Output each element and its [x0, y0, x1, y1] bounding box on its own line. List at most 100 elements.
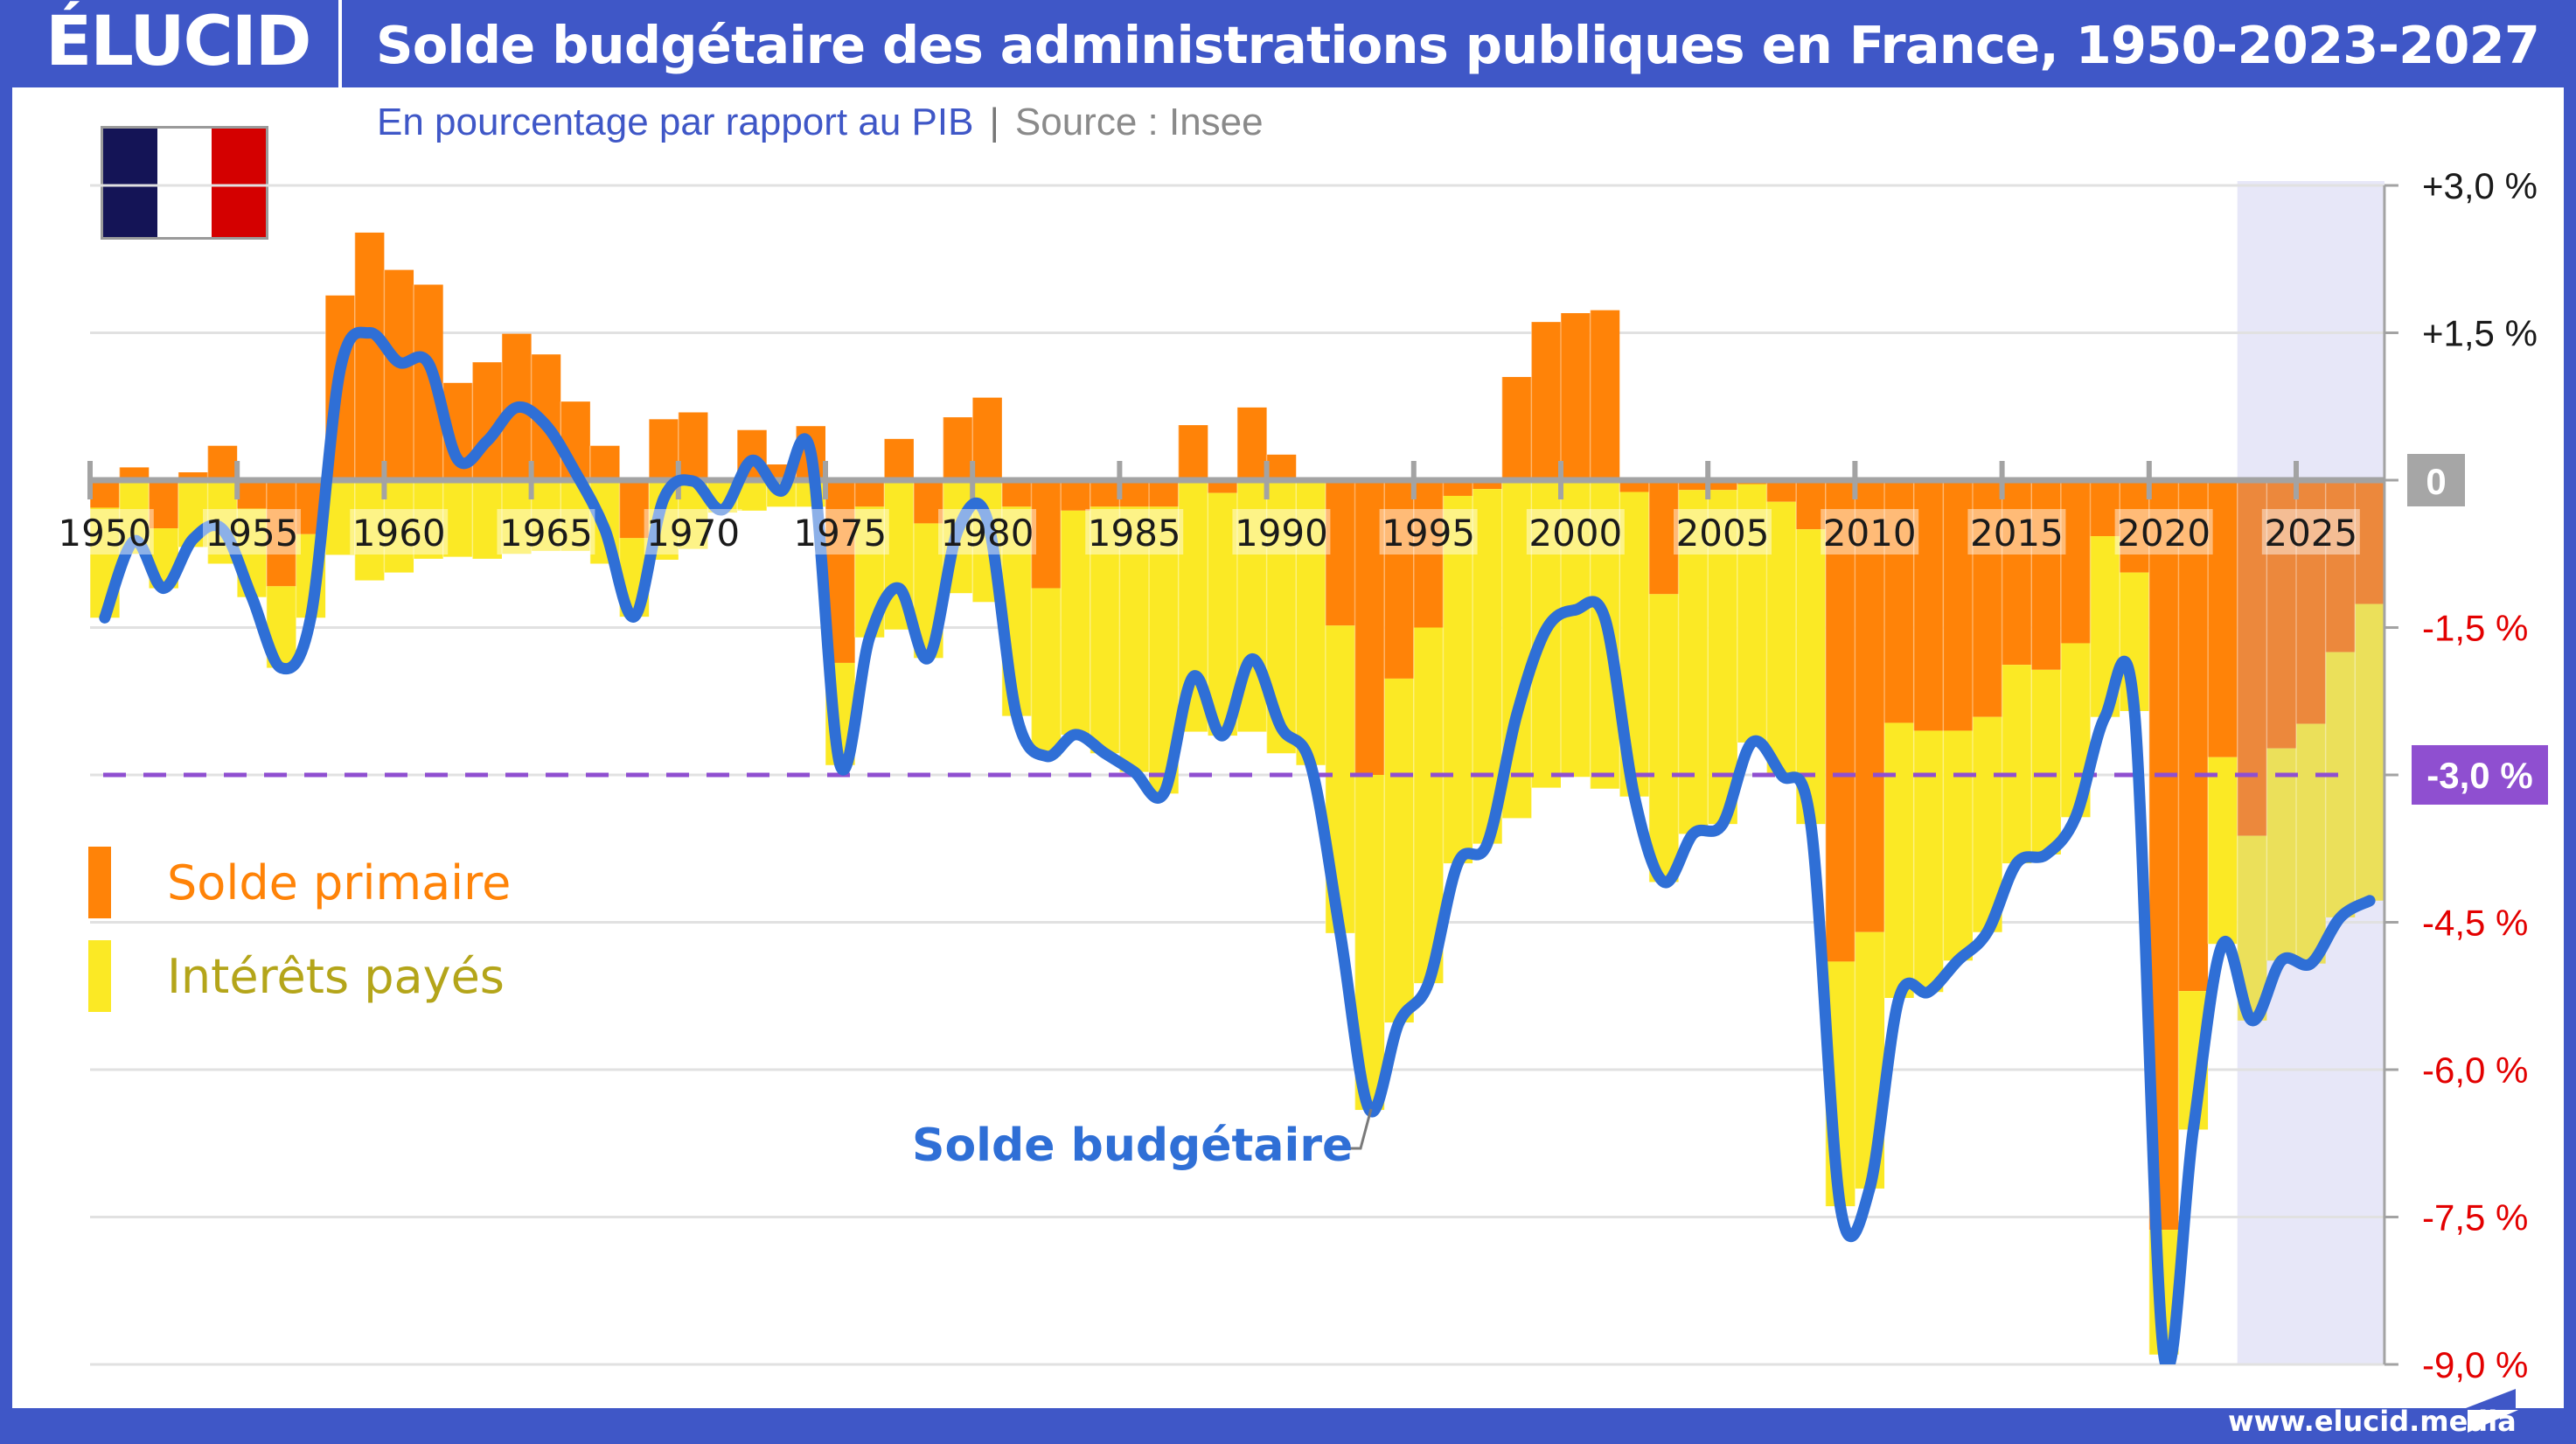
bar-solde-primaire [1531, 322, 1561, 480]
flag-stripe-blue [103, 129, 157, 237]
bar-interets-payes [501, 480, 532, 555]
bar-solde-primaire [1972, 480, 2002, 717]
bar-solde-primaire [119, 467, 150, 480]
y-tick-label: -9,0 % [2422, 1344, 2528, 1385]
bar-solde-primaire [2060, 480, 2091, 644]
bar-solde-primaire [884, 438, 914, 480]
bar-interets-payes [2208, 757, 2238, 945]
bar-solde-primaire [1472, 480, 1502, 490]
bar-solde-primaire [1708, 480, 1737, 491]
x-tick-label: 1985 [1088, 512, 1181, 555]
x-label-box [497, 509, 595, 555]
x-label-box [1232, 509, 1331, 555]
bar-interets-payes [2355, 603, 2385, 901]
bar-interets-payes [384, 480, 414, 573]
bar-interets-payes [1737, 484, 1767, 743]
bar-solde-primaire [2002, 480, 2032, 666]
x-tick-label: 1965 [499, 512, 593, 555]
bar-solde-primaire [1325, 480, 1355, 626]
bar-solde-primaire [1825, 480, 1855, 962]
bar-interets-payes [1296, 480, 1326, 765]
y-tick-label: -3,0 % [2426, 755, 2532, 796]
chart-subtitle: En pourcentage par rapport au PIB | Source… [377, 98, 1264, 147]
footer-logo-layer [2466, 1389, 2518, 1433]
bar-interets-payes [1090, 506, 1120, 754]
bar-interets-payes [1443, 495, 1473, 864]
x-tick-label: 1975 [793, 512, 887, 555]
footer-logo-icon-part [2468, 1410, 2518, 1433]
bar-solde-primaire [1001, 480, 1032, 507]
bar-solde-primaire [649, 419, 679, 480]
bar-solde-primaire [2031, 480, 2061, 670]
x-label-box [350, 509, 449, 555]
bar-interets-payes [1708, 490, 1737, 825]
x-tick-label: 1995 [1382, 512, 1475, 555]
bar-interets-payes [1384, 678, 1414, 1023]
bar-interets-payes [1913, 730, 1944, 993]
x-label-box [1674, 509, 1772, 555]
bar-solde-primaire [913, 480, 943, 524]
x-tick-label: 2025 [2264, 512, 2357, 555]
bar-solde-primaire [2178, 480, 2209, 992]
bar-solde-primaire [678, 412, 708, 480]
bar-interets-payes [2325, 652, 2356, 917]
x-tick-label: 1980 [941, 512, 1034, 555]
annotation-leader-line [1347, 1108, 1373, 1150]
bar-solde-primaire [1561, 313, 1591, 480]
bar-solde-primaire [90, 480, 120, 508]
y-tick-label: -1,5 % [2422, 607, 2528, 648]
bar-solde-primaire [1648, 480, 1679, 595]
footer-url[interactable]: www.elucid.media [2228, 1405, 2517, 1438]
x-tick-label: 1950 [58, 512, 151, 555]
x-label-box [1967, 509, 2066, 555]
bar-solde-primaire [1031, 480, 1062, 589]
bar-interets-payes [442, 480, 473, 557]
bar-solde-primaire [1590, 310, 1620, 480]
bar-interets-payes [1884, 722, 1914, 998]
bar-solde-primaire [2325, 480, 2356, 652]
solde-budgetaire-label: Solde budgétaire [912, 1120, 1354, 1172]
bar-solde-primaire [384, 269, 414, 480]
x-label-box [2114, 509, 2213, 555]
minus-3-label-box [2412, 744, 2548, 805]
bar-solde-primaire [943, 417, 973, 480]
bar-interets-payes [1119, 506, 1150, 772]
legend-swatch-orange [88, 847, 111, 918]
flag-stripe-red [212, 129, 266, 237]
y-tick-label: +1,5 % [2422, 313, 2538, 354]
subtitle-unit: En pourcentage par rapport au PIB [377, 101, 974, 143]
bar-solde-primaire [1236, 407, 1267, 480]
bar-solde-primaire [2355, 480, 2385, 604]
legend-label-solde-primaire: Solde primaire [167, 855, 512, 910]
x-label-box [55, 509, 154, 555]
y-axis-labels: +3,0 % +1,5 % 0 -1,5 % -3,0 % -4,5 % -6,0 % -7,… [2407, 165, 2548, 1385]
bar-solde-primaire [1443, 480, 1473, 496]
legend-swatch-yellow [88, 940, 111, 1012]
bar-solde-primaire [1149, 480, 1179, 507]
bar-solde-primaire [354, 232, 385, 480]
x-label-box [203, 509, 302, 555]
x-label-box [1379, 509, 1478, 555]
bar-solde-primaire [2120, 480, 2149, 573]
x-tick-label: 2000 [1528, 512, 1622, 555]
bar-interets-payes [1766, 501, 1797, 775]
x-label-box [790, 509, 889, 555]
bar-solde-primaire [1208, 480, 1237, 493]
bar-solde-primaire [207, 445, 238, 480]
x-tick-label: 1990 [1235, 512, 1328, 555]
bar-solde-primaire [1943, 480, 1973, 731]
x-tick-label: 1955 [205, 512, 299, 555]
annotation-layer [1347, 1108, 1373, 1150]
bar-solde-primaire [1913, 480, 1944, 731]
bar-solde-primaire [178, 472, 208, 480]
subtitle-source: Source : Insee [1014, 101, 1264, 143]
x-label-box [1821, 509, 1919, 555]
bar-interets-payes [1648, 594, 1679, 882]
bar-solde-primaire [1413, 480, 1444, 628]
y-tick-label: 0 [2426, 461, 2446, 502]
x-tick-label: 2005 [1676, 512, 1770, 555]
bar-interets-payes [414, 480, 443, 559]
bar-solde-primaire [1090, 480, 1120, 507]
y-tick-label: -7,5 % [2422, 1196, 2528, 1238]
subtitle-separator: | [989, 101, 999, 143]
